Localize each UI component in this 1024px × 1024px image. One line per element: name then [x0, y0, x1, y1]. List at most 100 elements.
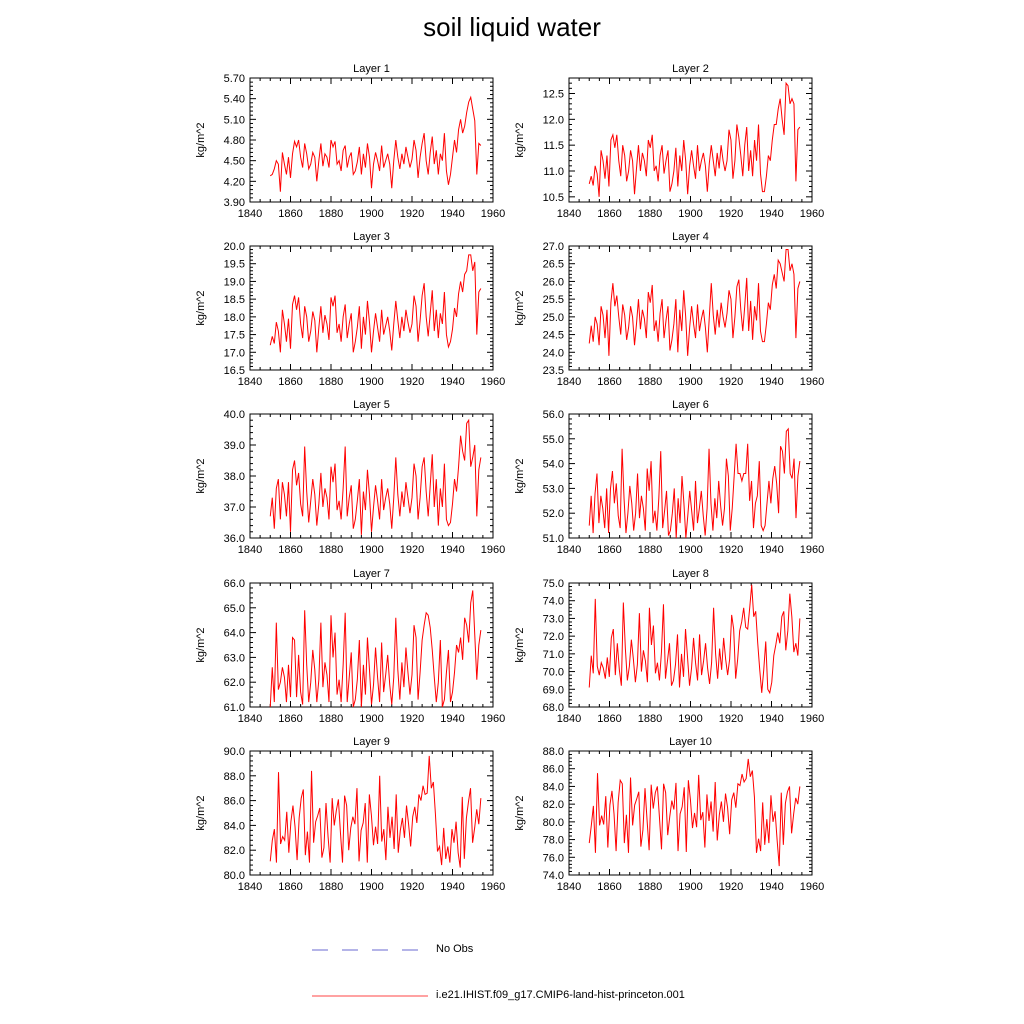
x-tick-label: 1920 — [400, 208, 424, 220]
y-tick-label: 71.0 — [543, 649, 564, 661]
y-tick-label: 26.0 — [543, 276, 564, 288]
x-tick-label: 1900 — [359, 713, 383, 725]
series-line — [588, 758, 801, 867]
x-tick-label: 1880 — [319, 881, 343, 893]
x-tick-label: 1920 — [719, 208, 743, 220]
x-tick-label: 1940 — [440, 376, 464, 388]
x-tick-label: 1960 — [800, 376, 824, 388]
x-tick-label: 1840 — [557, 881, 581, 893]
x-tick-label: 1840 — [557, 376, 581, 388]
y-tick-label: 68.0 — [543, 702, 564, 714]
x-tick-label: 1960 — [481, 713, 505, 725]
x-tick-label: 1960 — [800, 881, 824, 893]
y-axis-label: kg/m^2 — [514, 458, 526, 493]
y-tick-label: 27.0 — [543, 241, 564, 253]
y-tick-label: 78.0 — [543, 835, 564, 847]
x-tick-label: 1960 — [800, 713, 824, 725]
y-tick-label: 75.0 — [543, 578, 564, 590]
x-tick-label: 1860 — [278, 713, 302, 725]
panel-title: Layer 8 — [672, 568, 709, 580]
y-tick-label: 19.5 — [224, 259, 245, 271]
y-tick-label: 84.0 — [224, 820, 245, 832]
x-tick-label: 1880 — [638, 376, 662, 388]
x-tick-label: 1940 — [759, 208, 783, 220]
x-tick-label: 1860 — [278, 544, 302, 556]
y-tick-label: 3.90 — [224, 197, 245, 209]
x-tick-label: 1960 — [481, 881, 505, 893]
x-tick-label: 1880 — [638, 208, 662, 220]
x-tick-label: 1920 — [719, 881, 743, 893]
y-tick-label: 82.0 — [543, 799, 564, 811]
x-tick-label: 1940 — [440, 881, 464, 893]
x-tick-label: 1840 — [557, 544, 581, 556]
y-axis-label: kg/m^2 — [195, 458, 207, 493]
x-tick-label: 1920 — [400, 713, 424, 725]
x-tick-label: 1880 — [319, 544, 343, 556]
x-tick-label: 1840 — [238, 208, 262, 220]
x-tick-label: 1900 — [678, 208, 702, 220]
x-tick-label: 1900 — [678, 713, 702, 725]
y-tick-label: 56.0 — [543, 409, 564, 421]
y-tick-label: 84.0 — [543, 781, 564, 793]
x-tick-label: 1860 — [278, 376, 302, 388]
x-tick-label: 1840 — [557, 208, 581, 220]
y-tick-label: 63.0 — [224, 652, 245, 664]
chart-panel: Layer 1 kg/m^2 1840 1860 1880 1900 1920 1940 196… — [195, 63, 505, 220]
chart-panel: Layer 7 kg/m^2 1840 1860 1880 1900 1920 1940 196… — [195, 568, 505, 725]
y-tick-label: 55.0 — [543, 434, 564, 446]
y-tick-label: 40.0 — [224, 409, 245, 421]
y-axis-label: kg/m^2 — [195, 290, 207, 325]
x-tick-label: 1940 — [759, 376, 783, 388]
x-tick-label: 1960 — [481, 544, 505, 556]
y-tick-label: 24.5 — [543, 330, 564, 342]
x-tick-label: 1900 — [359, 208, 383, 220]
panel-title: Layer 4 — [672, 231, 709, 243]
plot-frame — [249, 413, 494, 539]
y-tick-label: 25.0 — [543, 312, 564, 324]
y-tick-label: 18.0 — [224, 312, 245, 324]
y-axis-label: kg/m^2 — [195, 122, 207, 157]
panel-title: Layer 5 — [353, 399, 390, 411]
x-tick-label: 1960 — [800, 544, 824, 556]
x-tick-label: 1940 — [759, 544, 783, 556]
x-tick-label: 1860 — [597, 713, 621, 725]
x-tick-label: 1940 — [759, 881, 783, 893]
x-tick-label: 1860 — [597, 376, 621, 388]
x-tick-label: 1960 — [481, 208, 505, 220]
y-tick-label: 16.5 — [224, 365, 245, 377]
x-tick-label: 1900 — [359, 881, 383, 893]
series-line — [269, 418, 482, 535]
y-tick-label: 20.0 — [224, 241, 245, 253]
series-line — [588, 249, 801, 356]
y-axis-label: kg/m^2 — [514, 795, 526, 830]
y-axis-label: kg/m^2 — [195, 795, 207, 830]
chart-panel: Layer 8 kg/m^2 1840 1860 1880 1900 1920 1940 196… — [514, 568, 824, 725]
y-tick-label: 26.5 — [543, 259, 564, 271]
y-tick-label: 54.0 — [543, 459, 564, 471]
y-tick-label: 11.0 — [543, 166, 564, 178]
x-tick-label: 1900 — [678, 881, 702, 893]
x-tick-label: 1860 — [597, 881, 621, 893]
y-tick-label: 17.5 — [224, 330, 245, 342]
y-axis-label: kg/m^2 — [514, 122, 526, 157]
y-tick-label: 86.0 — [543, 764, 564, 776]
y-tick-label: 64.0 — [224, 628, 245, 640]
x-tick-label: 1900 — [678, 376, 702, 388]
y-tick-label: 53.0 — [543, 483, 564, 495]
y-tick-label: 66.0 — [224, 578, 245, 590]
y-tick-label: 17.0 — [224, 347, 245, 359]
y-tick-label: 52.0 — [543, 508, 564, 520]
panel-title: Layer 10 — [669, 736, 712, 748]
y-axis-label: kg/m^2 — [195, 627, 207, 662]
x-tick-label: 1840 — [238, 881, 262, 893]
y-tick-label: 88.0 — [224, 771, 245, 783]
y-tick-label: 51.0 — [543, 533, 564, 545]
y-tick-label: 74.0 — [543, 870, 564, 882]
x-tick-label: 1840 — [238, 544, 262, 556]
x-tick-label: 1920 — [400, 376, 424, 388]
x-tick-label: 1920 — [719, 544, 743, 556]
plot-frame — [568, 245, 813, 371]
series-line — [588, 427, 801, 539]
chart-panel: Layer 9 kg/m^2 1840 1860 1880 1900 1920 1940 196… — [195, 736, 505, 893]
x-tick-label: 1920 — [719, 376, 743, 388]
